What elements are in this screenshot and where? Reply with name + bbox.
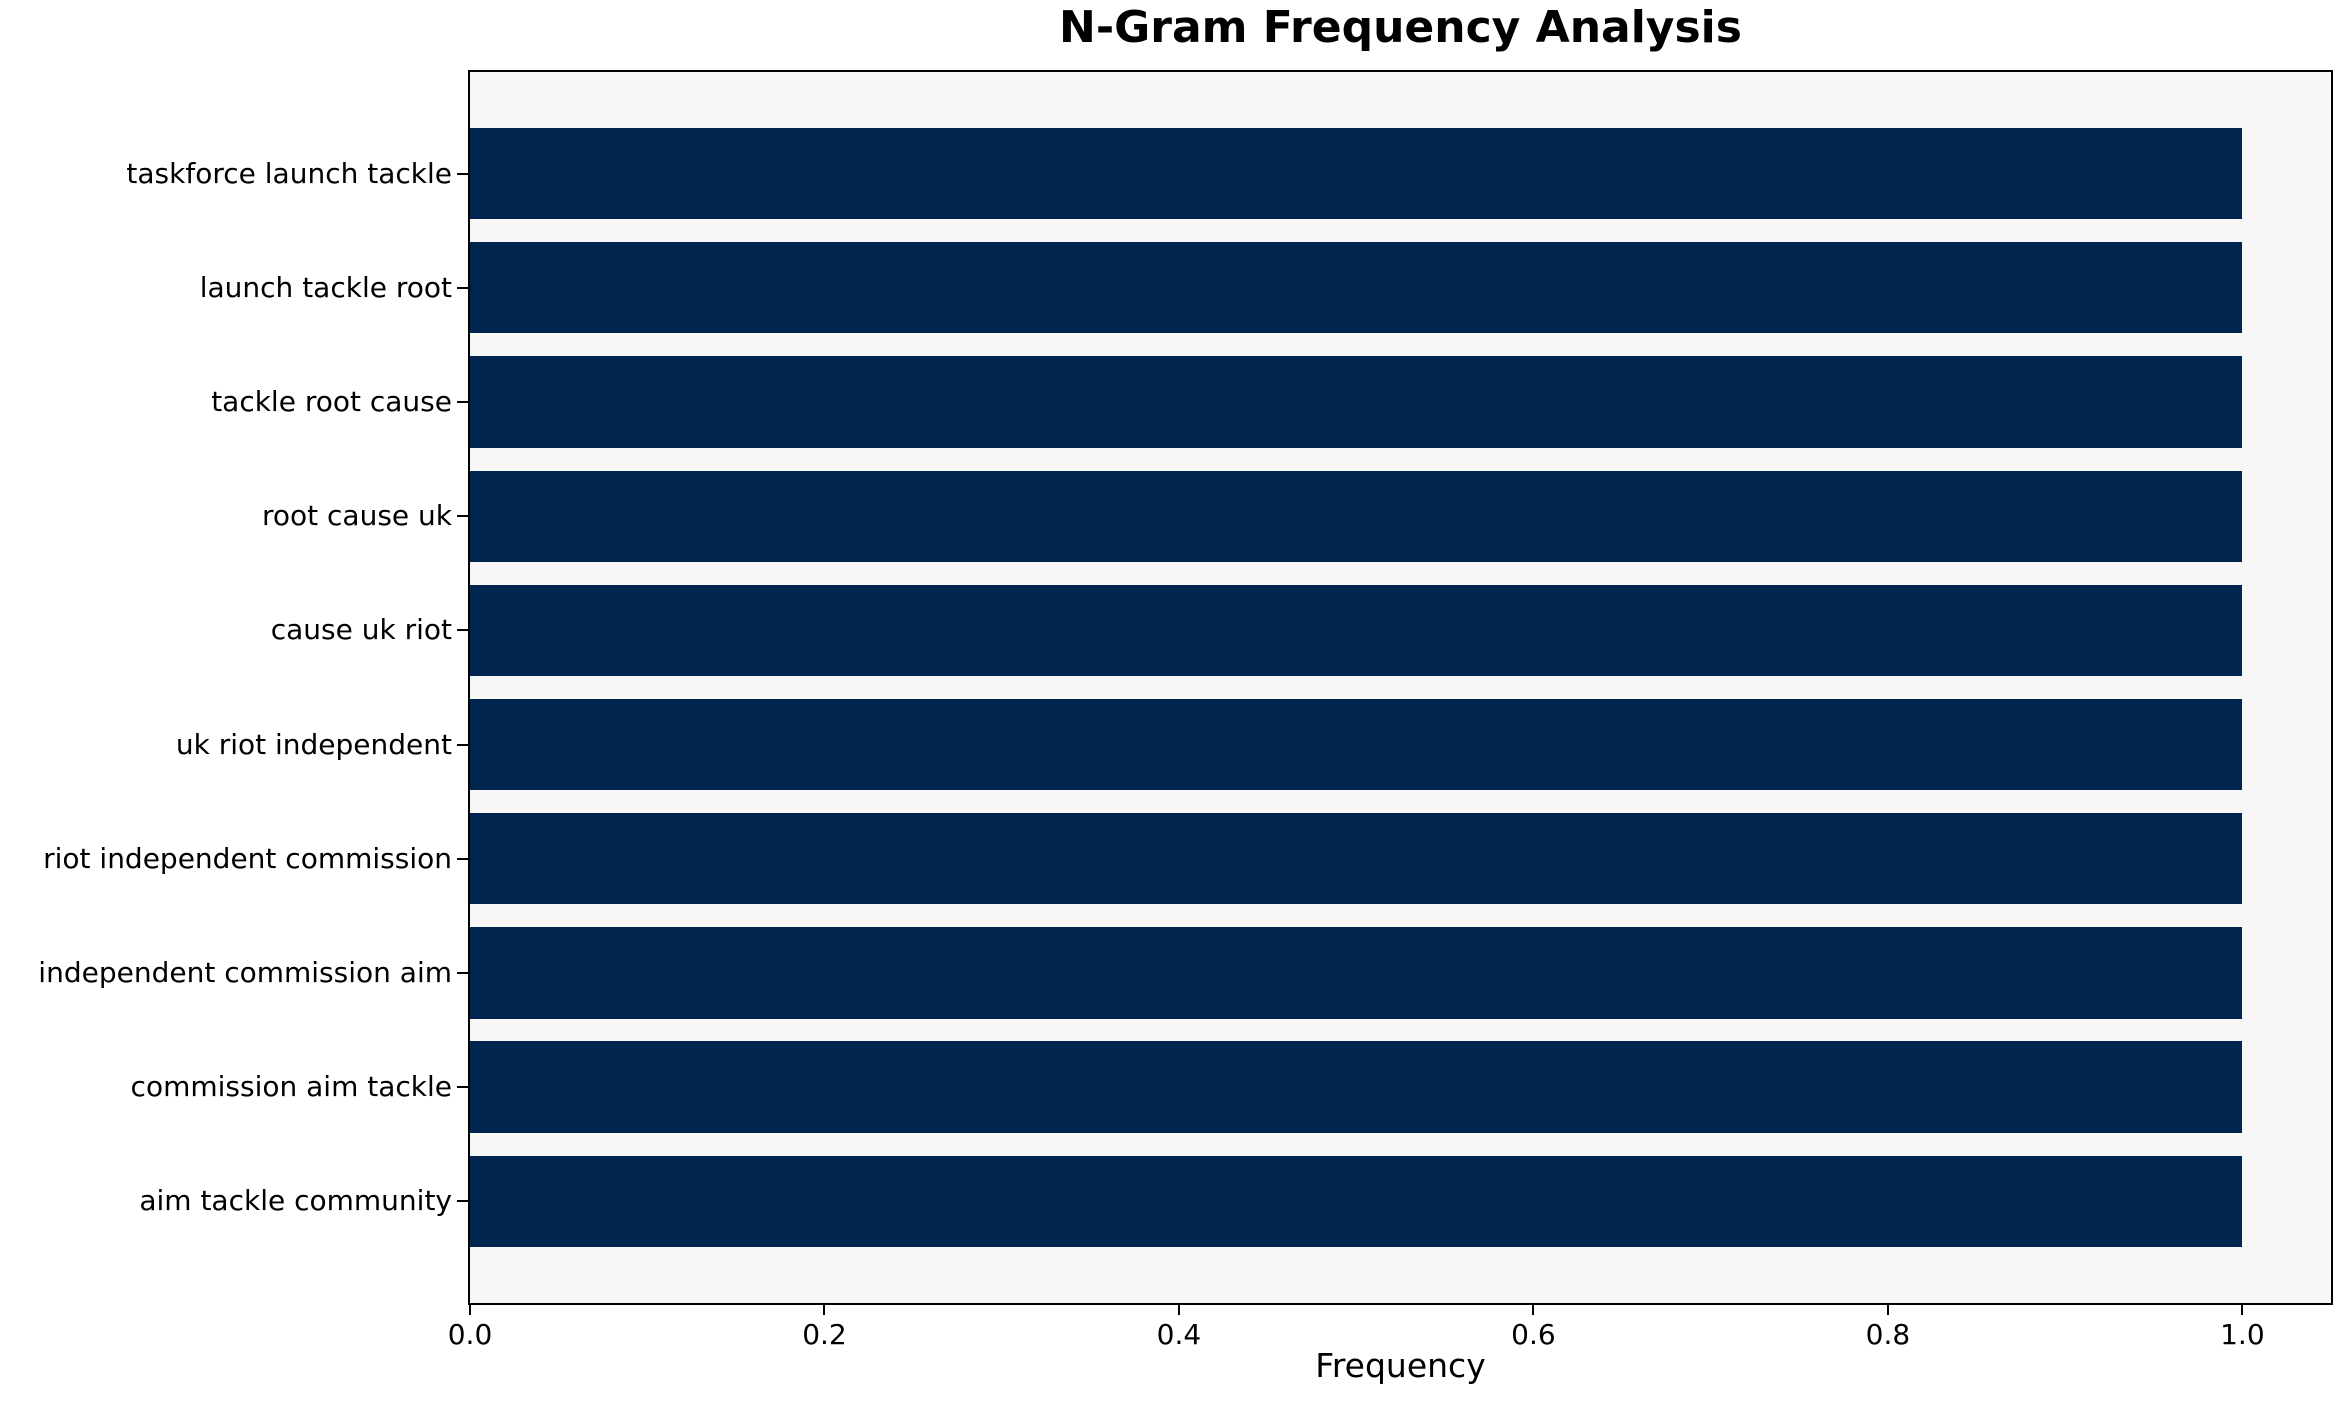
y-tick-mark: [457, 857, 469, 860]
x-tick-mark: [1177, 1303, 1180, 1315]
x-tick-label: 0.8: [1865, 1318, 1911, 1351]
y-tick-label: root cause uk: [261, 499, 452, 533]
y-tick-mark: [457, 1086, 469, 1089]
x-tick-mark: [2241, 1303, 2244, 1315]
bar: [470, 470, 2243, 562]
bar: [470, 356, 2243, 448]
y-tick-mark: [457, 172, 469, 175]
y-tick-label: taskforce launch tackle: [126, 156, 452, 190]
x-tick-label: 0.2: [802, 1318, 847, 1351]
y-tick-label: riot independent commission: [43, 841, 452, 875]
y-tick-label: independent commission aim: [38, 955, 452, 989]
y-tick-label: aim tackle community: [139, 1184, 452, 1218]
x-tick-label: 0.6: [1511, 1318, 1556, 1351]
x-tick-label: 1.0: [2220, 1318, 2265, 1351]
bar: [470, 813, 2243, 905]
y-tick-mark: [457, 629, 469, 632]
y-tick-mark: [457, 1200, 469, 1203]
bar: [470, 584, 2243, 677]
bar: [470, 1155, 2243, 1248]
y-tick-label: uk riot independent: [175, 727, 452, 761]
x-tick-label: 0.0: [447, 1318, 493, 1351]
plot-area: [470, 72, 2331, 1303]
y-tick-label: launch tackle root: [199, 270, 452, 304]
y-tick-label: cause uk riot: [270, 613, 452, 647]
bar: [470, 242, 2243, 334]
x-axis-label: Frequency: [1315, 1346, 1486, 1385]
y-tick-label: commission aim tackle: [130, 1070, 452, 1104]
y-tick-mark: [457, 515, 469, 518]
x-tick-mark: [1886, 1303, 1889, 1315]
bar: [470, 698, 2243, 791]
bar: [470, 127, 2243, 220]
x-tick-label: 0.4: [1156, 1318, 1202, 1351]
bar: [470, 927, 2243, 1019]
x-tick-mark: [1532, 1303, 1535, 1315]
chart-title: N-Gram Frequency Analysis: [1059, 2, 1742, 53]
bar: [470, 1041, 2243, 1133]
y-tick-mark: [457, 286, 469, 289]
x-tick-mark: [823, 1303, 826, 1315]
y-tick-mark: [457, 401, 469, 404]
x-tick-mark: [469, 1303, 471, 1315]
y-tick-mark: [457, 971, 469, 974]
y-tick-label: tackle root cause: [211, 385, 452, 419]
y-tick-mark: [457, 743, 469, 746]
